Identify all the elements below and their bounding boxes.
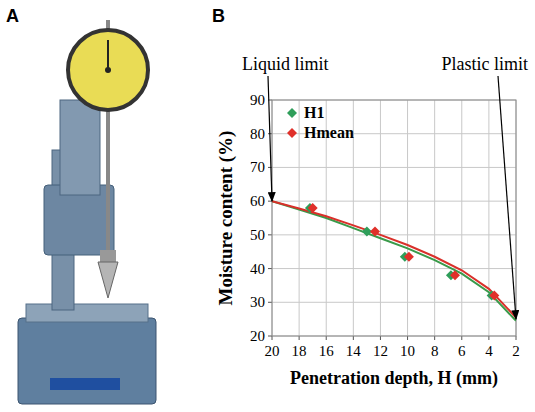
legend-label: H1 [304,104,324,121]
data-point [450,270,460,280]
grid-line [299,100,300,336]
tick-label: 50 [250,227,265,243]
tick-label: 16 [319,343,335,359]
tick-label: 90 [250,92,265,108]
x-axis-title: Penetration depth, H (mm) [290,368,498,389]
annotation: Plastic limit [441,54,528,74]
tick-label: 20 [250,328,265,344]
tick-mark [516,336,517,340]
legend-marker [287,128,297,138]
grid-line [434,100,435,336]
tick-mark [268,234,272,235]
grid-line [380,100,381,336]
grid-line [272,268,516,269]
y-axis-title: Moisture content (%) [215,131,237,306]
grid-line [407,100,408,336]
legend: H1 Hmean [287,104,354,141]
tick-label: 18 [292,343,307,359]
fit-line [272,201,516,321]
tick-label: 60 [250,193,265,209]
annotation: Liquid limit [242,54,329,74]
tick-label: 2 [512,343,520,359]
tick-mark [268,268,272,269]
tick-label: 70 [250,159,265,175]
tick-label: 14 [346,343,362,359]
tick-label: 40 [250,261,265,277]
tick-label: 10 [400,343,415,359]
grid-line [272,201,516,202]
tick-label: 80 [250,126,265,142]
grid-line [272,167,516,168]
annotation-arrow [498,76,516,319]
grid-line [461,100,462,336]
grid-line [272,302,516,303]
fit-line [272,201,516,317]
tick-mark [353,336,354,340]
tick-mark [488,336,489,340]
tick-mark [326,336,327,340]
device-base [18,318,156,404]
device-holder [100,250,116,262]
device-needle [107,40,109,70]
tick-mark [272,336,273,340]
panel-label: A [6,6,19,26]
tick-label: 12 [373,343,388,359]
panel-label: B [212,6,225,26]
legend-label: Hmean [304,124,354,141]
figure: A B 20 30 40 50 60 70 80 90 20 18 16 14 12 10 8 6 4 2 Penetr… [0,0,535,412]
panel-a [18,20,156,404]
data-point [404,252,414,262]
device-dial [68,30,148,110]
tick-label: 8 [431,343,439,359]
tick-mark [434,336,435,340]
plot-area [272,100,516,336]
device-plate [26,304,148,322]
device-badge [50,378,120,390]
tick-mark [380,336,381,340]
tick-mark [299,336,300,340]
tick-mark [268,302,272,303]
device-cone [98,262,118,298]
tick-mark [407,336,408,340]
marks [272,201,516,321]
legend-marker [287,108,297,118]
data-point [370,226,380,236]
tick-label: 4 [485,343,493,359]
grid-line [488,100,489,336]
tick-label: 30 [250,294,265,310]
tick-label: 6 [458,343,466,359]
tick-mark [461,336,462,340]
device-arm [60,100,100,195]
plot-frame [272,100,516,336]
data-point [308,203,318,213]
grid-line [272,234,516,235]
annotation-arrow [268,76,272,201]
tick-label: 20 [265,343,280,359]
tick-mark [268,336,272,337]
data-point [489,291,499,301]
grid [272,100,516,336]
